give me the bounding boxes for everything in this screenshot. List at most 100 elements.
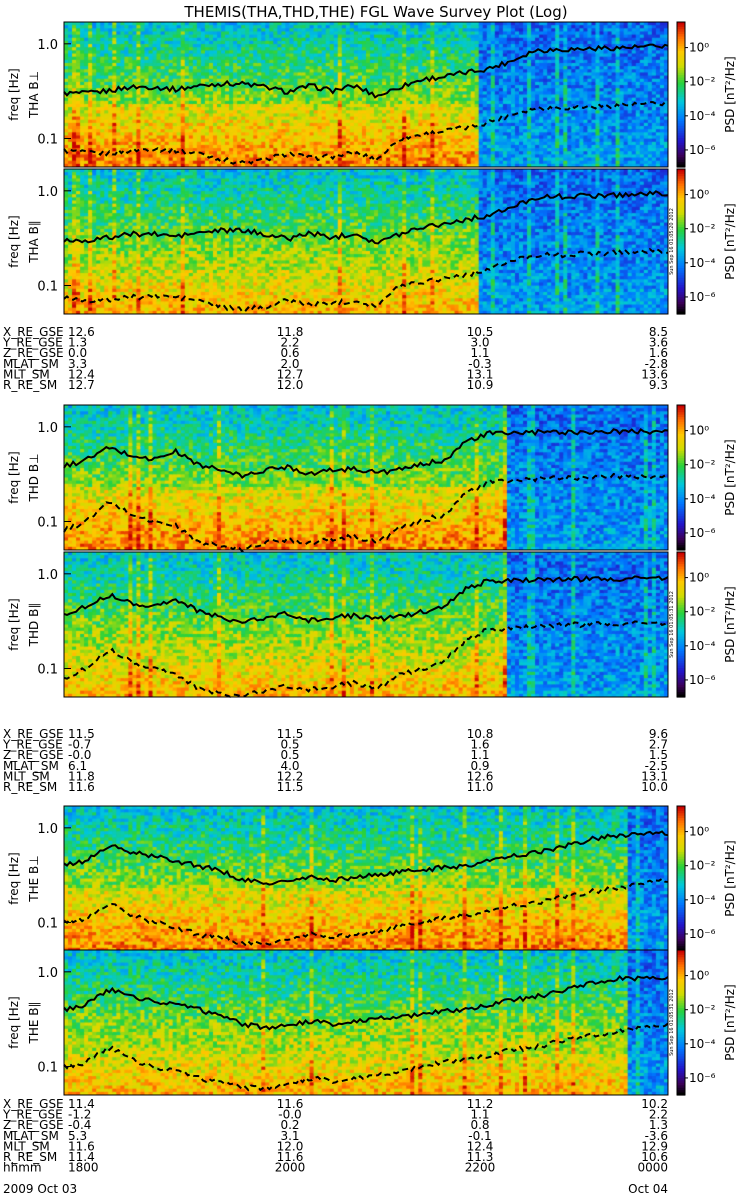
ephemeris-value: 2.2 [280, 336, 299, 350]
colorbar-swatch [677, 162, 685, 166]
ephemeris-value: -0.7 [68, 738, 91, 752]
colorbar-swatch [677, 991, 685, 995]
colorbar-swatch [677, 694, 685, 698]
colorbar-swatch [677, 292, 685, 296]
ephemeris-value: 1.3 [68, 336, 87, 350]
colorbar-label: PSD [nT²/Hz] [723, 586, 737, 662]
colorbar-swatch [677, 224, 685, 228]
colorbar-swatch [677, 121, 685, 125]
colorbar-swatch [677, 952, 685, 956]
colorbar-swatch [677, 193, 685, 197]
colorbar-swatch [677, 806, 685, 810]
colorbar-swatch [677, 222, 685, 226]
colorbar-swatch [677, 450, 685, 454]
ephemeris-value: 9.6 [649, 727, 668, 741]
ephemeris-value: 10.2 [641, 1097, 668, 1111]
ephemeris-value: 10.8 [467, 727, 494, 741]
colorbar-swatch [677, 954, 685, 958]
colorbar-tick-label: 10⁻⁶ [689, 673, 716, 687]
colorbar-swatch [677, 212, 685, 216]
spectrogram-image [64, 806, 668, 951]
colorbar-swatch [677, 643, 685, 647]
colorbar-swatch [677, 1000, 685, 1004]
colorbar-swatch [677, 181, 685, 185]
ephemeris-value: 0.8 [470, 1118, 489, 1132]
colorbar-swatch [677, 636, 685, 640]
colorbar-swatch [677, 832, 685, 836]
spectrogram-image [64, 169, 668, 314]
colorbar-swatch [677, 1041, 685, 1045]
colorbar-swatch [677, 680, 685, 684]
colorbar-frame [676, 551, 686, 698]
colorbar-swatch [677, 658, 685, 662]
colorbar-swatch [677, 626, 685, 630]
ephemeris-label: R_RE_SM [3, 780, 57, 794]
colorbar-swatch [677, 600, 685, 604]
timestamp-stamp: Sun Sep 16 01:05:31 2012 [669, 989, 675, 1056]
colorbar-swatch [677, 810, 685, 814]
ephemeris-value: -0.1 [468, 1129, 491, 1143]
colorbar-swatch [677, 907, 685, 911]
colorbar-swatch [677, 260, 685, 264]
timestamp-stamp: Sun Sep 16 01:05:20 2012 [669, 208, 675, 275]
colorbar-swatch [677, 106, 685, 110]
ephemeris-label: X_RE_GSE [3, 325, 64, 339]
colorbar-swatch [677, 256, 685, 260]
colorbar-tick-label: 10⁻⁴ [689, 109, 716, 123]
colorbar-tick-label: 10⁰ [689, 188, 709, 202]
colorbar-swatch [677, 813, 685, 817]
colorbar-swatch [677, 1029, 685, 1033]
colorbar-swatch [677, 684, 685, 688]
colorbar-swatch [677, 99, 685, 103]
colorbar-swatch [677, 219, 685, 223]
ephemeris-label: MLAT_SM [3, 1129, 59, 1143]
y-tick-label: 0.1 [37, 279, 58, 294]
ephemeris-value: 0.5 [280, 748, 299, 762]
colorbar-swatch [677, 983, 685, 987]
ephemeris-value: 11.6 [68, 1139, 95, 1153]
ephemeris-value: 13.1 [641, 769, 668, 783]
colorbar-swatch [677, 448, 685, 452]
colorbar-swatch [677, 75, 685, 79]
colorbar-swatch [677, 60, 685, 64]
colorbar-swatch [677, 1049, 685, 1053]
colorbar-swatch [677, 248, 685, 252]
colorbar-swatch [677, 164, 685, 168]
colorbar-swatch [677, 113, 685, 117]
colorbar-swatch [677, 198, 685, 202]
solid-frequency-trace [63, 830, 669, 886]
colorbar-swatch [677, 578, 685, 582]
dashed-frequency-trace [63, 247, 669, 313]
colorbar-swatch [677, 653, 685, 657]
solid-frequency-trace [63, 428, 669, 480]
colorbar-swatch [677, 914, 685, 918]
colorbar-swatch [677, 974, 685, 978]
colorbar-swatch [677, 634, 685, 638]
colorbar-swatch [677, 84, 685, 88]
colorbar-frame [676, 949, 686, 1096]
colorbar-swatch [677, 895, 685, 899]
colorbar-swatch [677, 287, 685, 291]
ephemeris-value: 0.5 [280, 738, 299, 752]
colorbar-swatch [677, 65, 685, 69]
colorbar-swatch [677, 501, 685, 505]
ephemeris-label: R_RE_SM [3, 378, 57, 392]
ephemeris-value: -0.0 [278, 1108, 301, 1122]
colorbar-swatch [677, 890, 685, 894]
colorbar-label: PSD [nT²/Hz] [723, 203, 737, 279]
y-tick-label: 0.1 [37, 916, 58, 931]
colorbar-swatch [677, 950, 685, 954]
y-axis-label: freq [Hz] [7, 996, 21, 1048]
colorbar-swatch [677, 665, 685, 669]
colorbar-swatch [677, 646, 685, 650]
colorbar-swatch [677, 540, 685, 544]
colorbar-swatch [677, 482, 685, 486]
colorbar-swatch [677, 1053, 685, 1057]
colorbar-swatch [677, 993, 685, 997]
colorbar-swatch [677, 210, 685, 214]
panel-frame [63, 949, 669, 1096]
colorbar-swatch [677, 38, 685, 42]
colorbar-swatch [677, 511, 685, 515]
colorbar-swatch [677, 239, 685, 243]
ephemeris-value: 3.6 [649, 336, 668, 350]
